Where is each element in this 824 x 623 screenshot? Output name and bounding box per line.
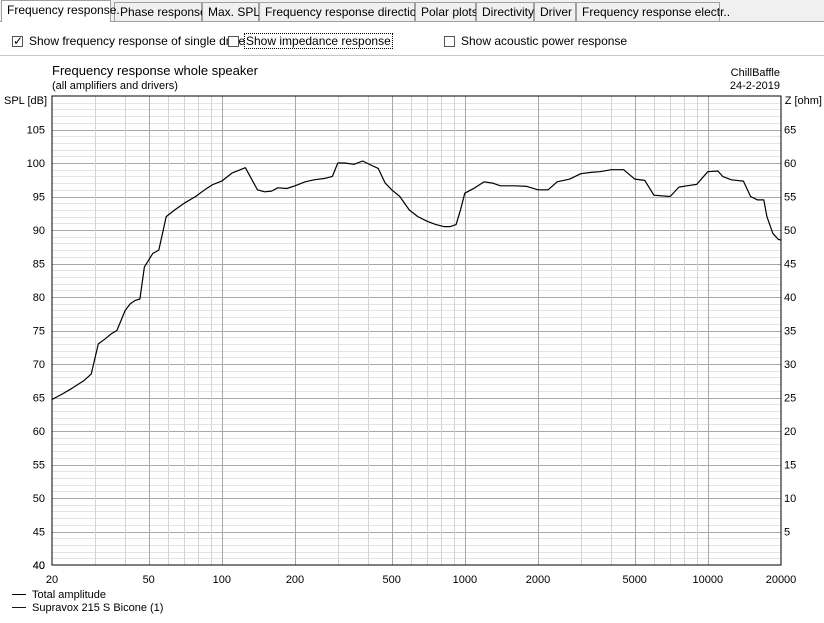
plot-frame: [51, 95, 782, 566]
single-drive-checkbox[interactable]: [12, 34, 23, 48]
y2-tick-label: 50: [784, 225, 796, 237]
y-tick-label: 75: [33, 326, 45, 338]
y2-tick-label: 45: [784, 259, 796, 271]
impedance-checkbox[interactable]: [228, 36, 239, 47]
tab-frequency-response-directions[interactable]: Frequency response directions: [259, 2, 429, 21]
x-tick-label: 20: [46, 574, 58, 586]
y2-tick-label: 60: [784, 158, 796, 170]
chart-title: Frequency response whole speaker: [52, 63, 259, 78]
impedance-option[interactable]: Show impedance response: [228, 33, 393, 50]
legend-swatch-driver: [12, 607, 26, 608]
chart-series: [51, 160, 782, 401]
y-tick-label: 70: [33, 359, 45, 371]
tab-phase-response[interactable]: Phase response: [114, 2, 207, 21]
y-tick-label: 85: [33, 259, 45, 271]
chart-brand: ChillBaffle: [731, 67, 780, 79]
legend-item-total: Total amplitude: [12, 589, 106, 601]
chart-date: 24-2-2019: [730, 80, 780, 92]
series-line-total-amplitude: [51, 160, 782, 401]
y2-tick-label: 25: [784, 393, 796, 405]
x-tick-label: 1000: [453, 574, 477, 586]
y2-axis-label: Z [ohm]: [785, 95, 822, 107]
chart-subtitle: (all amplifiers and drivers): [52, 80, 178, 92]
tab-bar-border: [0, 21, 824, 22]
acoustic-power-option[interactable]: Show acoustic power response: [444, 34, 627, 50]
y-tick-label: 95: [33, 192, 45, 204]
y2-tick-label: 10: [784, 493, 796, 505]
tab-driver[interactable]: Driver: [534, 2, 576, 21]
y-tick-label: 40: [33, 560, 45, 572]
y-tick-label: 100: [27, 158, 45, 170]
chart-text: Frequency response whole speaker (all am…: [4, 63, 822, 586]
x-tick-label: 100: [213, 574, 231, 586]
acoustic-power-label: Show acoustic power response: [461, 34, 628, 48]
y-tick-label: 105: [27, 125, 45, 137]
legend-label-total: Total amplitude: [32, 589, 106, 601]
impedance-label: Show impedance response: [244, 33, 393, 49]
y2-tick-label: 30: [784, 359, 796, 371]
y2-tick-label: 40: [784, 292, 796, 304]
y-tick-label: 60: [33, 426, 45, 438]
y-tick-label: 55: [33, 460, 45, 472]
options-separator: [0, 55, 824, 56]
y-tick-label: 50: [33, 493, 45, 505]
y-tick-label: 45: [33, 527, 45, 539]
y2-tick-label: 55: [784, 192, 796, 204]
single-drive-option[interactable]: Show frequency response of single drive: [12, 34, 245, 50]
legend-swatch-total: [12, 594, 26, 595]
tab-bar: Frequency response. Phase response Max. …: [0, 0, 824, 22]
y-tick-label: 90: [33, 225, 45, 237]
options-bar: [0, 22, 824, 54]
tab-directivity[interactable]: Directivity: [476, 2, 534, 21]
y-tick-label: 40: [33, 560, 45, 572]
x-tick-label: 20000: [766, 574, 797, 586]
tab-polar-plots[interactable]: Polar plots: [415, 2, 478, 21]
tab-frequency-response-electrical[interactable]: Frequency response electr..: [576, 2, 730, 21]
acoustic-power-checkbox[interactable]: [444, 36, 455, 47]
x-tick-label: 500: [383, 574, 401, 586]
y-axis-label: SPL [dB]: [4, 95, 47, 107]
single-drive-label: Show frequency response of single drive: [29, 34, 246, 48]
x-tick-label: 5000: [622, 574, 646, 586]
legend-label-driver: Supravox 215 S Bicone (1): [32, 602, 164, 614]
x-tick-label: 10000: [693, 574, 724, 586]
legend-item-driver: Supravox 215 S Bicone (1): [12, 602, 163, 614]
tab-max-spl[interactable]: Max. SPL: [202, 2, 260, 21]
chart-grid: [52, 96, 781, 565]
y2-tick-label: 20: [784, 426, 796, 438]
x-tick-label: 200: [286, 574, 304, 586]
x-tick-label: 50: [143, 574, 155, 586]
y2-tick-label: 35: [784, 326, 796, 338]
y-tick-label: 80: [33, 292, 45, 304]
y2-tick-label: 15: [784, 460, 796, 472]
y2-tick-label: 65: [784, 125, 796, 137]
x-tick-label: 2000: [526, 574, 550, 586]
y2-tick-label: 5: [784, 527, 790, 539]
tab-frequency-response[interactable]: Frequency response.: [1, 0, 120, 22]
y-tick-label: 65: [33, 393, 45, 405]
